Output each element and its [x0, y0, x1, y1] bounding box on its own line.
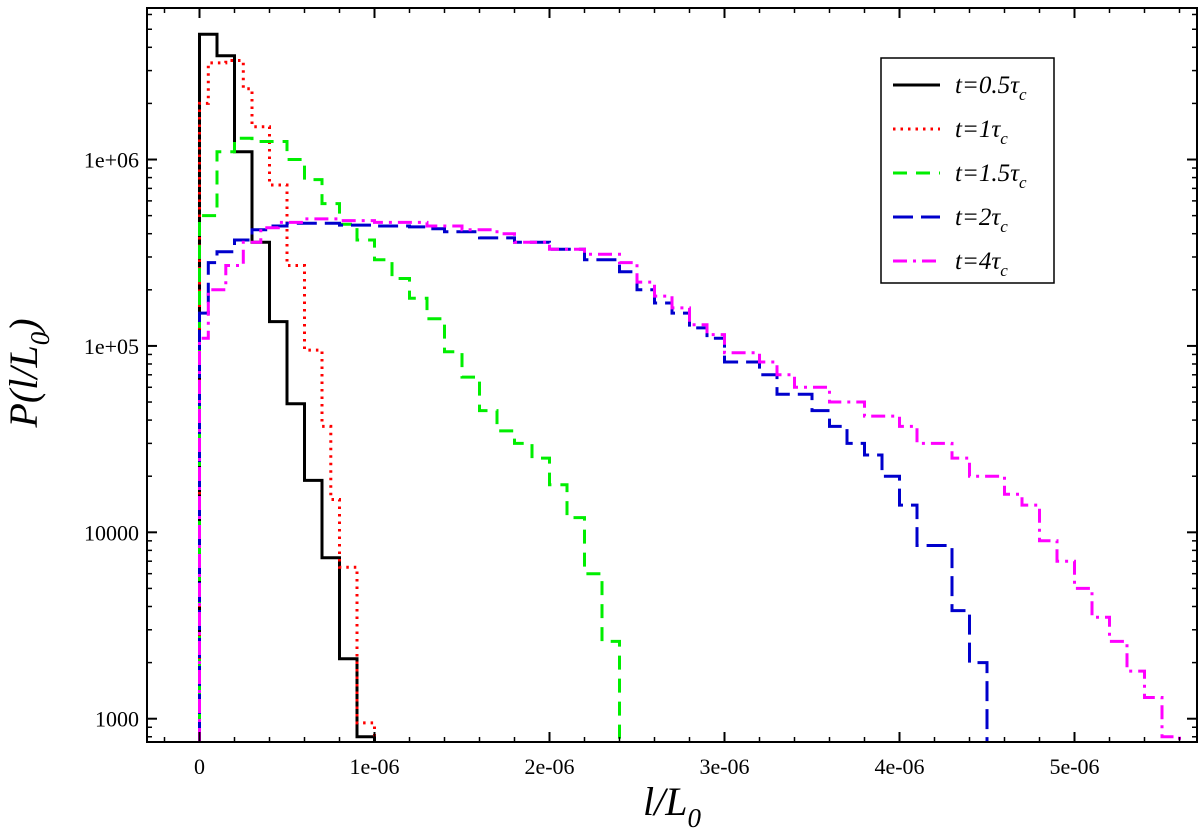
legend-label-main: t=2τ: [955, 204, 1001, 231]
legend-label-sub: c: [1000, 129, 1008, 148]
ticks-layer: 0 1e-06 2e-06 3e-06 4e-06 5e-06 1000 10000 1e+05…: [84, 8, 1197, 779]
legend-label-2: t=1τc: [955, 116, 1008, 148]
series-layer: [198, 32, 1181, 742]
legend-label-main: t=1.5τ: [955, 160, 1020, 187]
series-line-5: [198, 217, 1181, 742]
legend-label-main: t=0.5τ: [955, 72, 1020, 99]
x-tick-label: 2e-06: [524, 754, 574, 779]
legend-label-main: t=4τ: [955, 248, 1001, 275]
y-axis-title-close: ): [1, 318, 46, 333]
x-tick-label: 4e-06: [874, 754, 924, 779]
legend-box: [880, 57, 1055, 284]
legend-label-sub: c: [1019, 173, 1027, 192]
x-tick-label: 0: [194, 754, 205, 779]
series-line-1: [198, 32, 376, 742]
y-axis-title-subscript: 0: [25, 331, 55, 345]
x-axis-title-subscript: 0: [687, 803, 701, 833]
series-line-2: [198, 59, 376, 742]
legend-label-sub: c: [1000, 217, 1008, 236]
x-tick-label: 3e-06: [699, 754, 749, 779]
y-tick-label: 10000: [84, 520, 139, 545]
x-tick-label: 5e-06: [1049, 754, 1099, 779]
legend-label-5: t=4τc: [955, 248, 1008, 280]
y-tick-label: 1000: [95, 707, 139, 732]
legend-label-main: t=1τ: [955, 116, 1001, 143]
legend-label-1: t=0.5τc: [955, 72, 1027, 104]
y-tick-label: 1e+05: [84, 334, 139, 359]
legend-label-sub: c: [1019, 85, 1027, 104]
y-axis-title: P(l/L0): [1, 318, 55, 428]
y-tick-label: 1e+06: [84, 148, 139, 173]
series-line-4: [198, 221, 989, 742]
x-axis-title: l/L0: [643, 779, 701, 833]
legend-label-sub: c: [1000, 261, 1008, 280]
legend-label-3: t=1.5τc: [955, 160, 1027, 192]
legend-label-4: t=2τc: [955, 204, 1008, 236]
x-tick-label: 1e-06: [349, 754, 399, 779]
